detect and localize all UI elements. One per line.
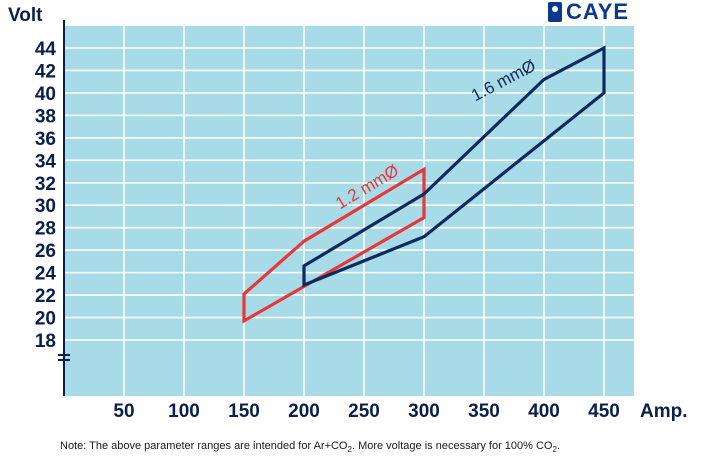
x-tick-label: 50 <box>113 401 134 422</box>
caye-logo-text: CAYE <box>566 0 630 24</box>
x-tick-label: 300 <box>408 401 440 422</box>
x-tick-label: 350 <box>468 401 500 422</box>
footnote-sub2: 2 <box>552 445 557 455</box>
y-tick-label: 30 <box>35 196 56 217</box>
y-tick-label: 32 <box>35 174 56 195</box>
y-tick-label: 18 <box>35 331 56 352</box>
footnote-prefix: Note: The above parameter ranges are int… <box>60 440 348 452</box>
series-outline-1 <box>302 45 606 288</box>
footnote: Note: The above parameter ranges are int… <box>60 440 560 454</box>
footnote-sub1: 2 <box>347 445 352 455</box>
x-tick-label: 450 <box>588 401 620 422</box>
x-axis-title: Amp. <box>640 401 688 422</box>
plot-background <box>64 26 634 396</box>
x-tick-label: 100 <box>168 401 200 422</box>
y-tick-label: 42 <box>35 61 56 82</box>
footnote-middle: . More voltage is necessary for 100% CO <box>351 440 553 452</box>
y-tick-label: 26 <box>35 241 56 262</box>
y-tick-label: 44 <box>35 39 57 60</box>
y-tick-label: 38 <box>35 106 56 127</box>
y-tick-label: 36 <box>35 129 56 150</box>
footnote-suffix: . <box>556 440 560 452</box>
caye-logo-icon <box>548 2 562 22</box>
x-tick-label: 250 <box>348 401 380 422</box>
y-tick-label: 34 <box>35 151 57 172</box>
y-tick-label: 22 <box>35 286 56 307</box>
y-tick-label: 28 <box>35 219 56 240</box>
x-tick-label: 400 <box>528 401 560 422</box>
caye-logo: CAYE <box>548 0 629 24</box>
y-tick-label: 20 <box>35 309 56 330</box>
y-tick-label: 40 <box>35 84 56 105</box>
y-axis-title: Volt <box>8 5 43 26</box>
y-tick-label: 24 <box>35 264 57 285</box>
x-tick-label: 200 <box>288 401 320 422</box>
x-tick-label: 150 <box>228 401 260 422</box>
